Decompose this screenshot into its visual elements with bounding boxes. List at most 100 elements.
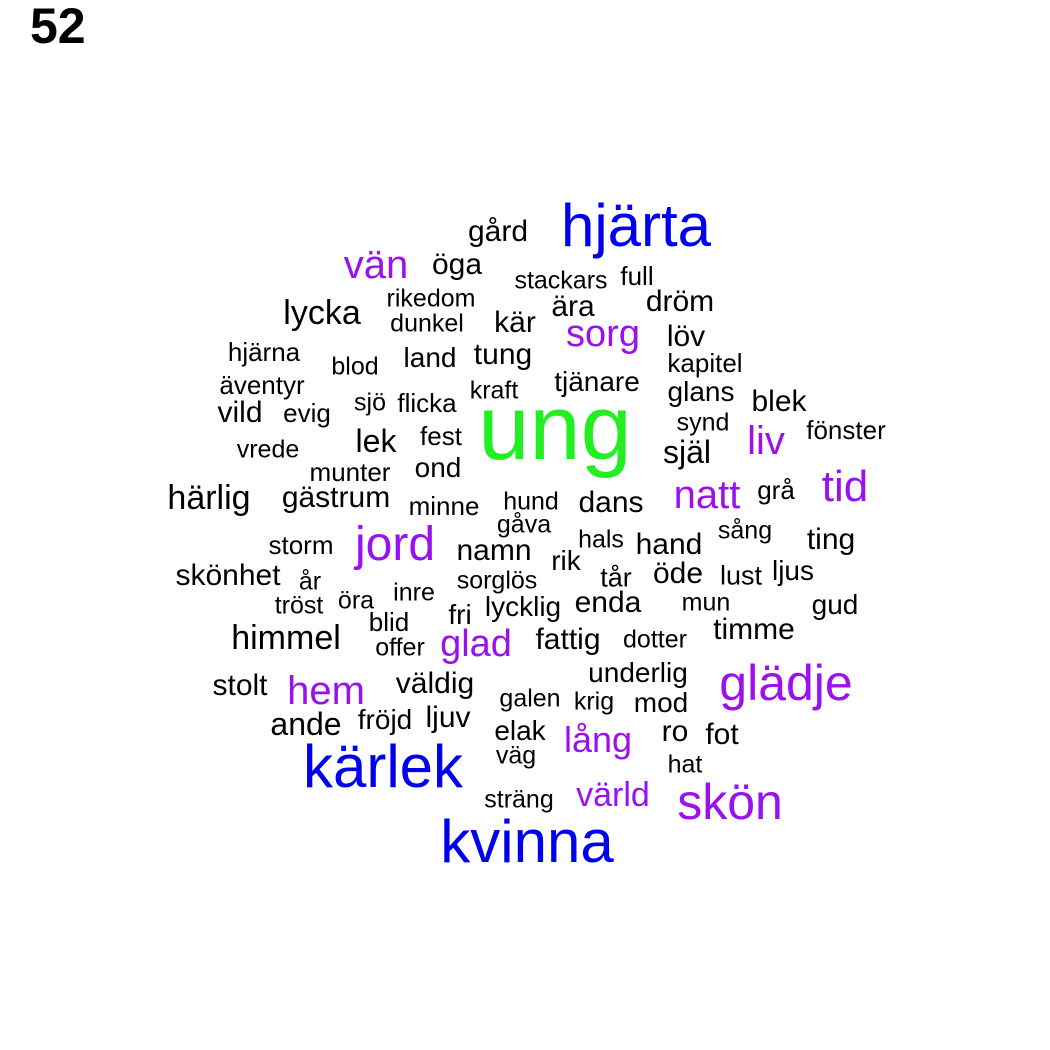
word-lek: lek [355,423,397,459]
word-fot: fot [705,718,739,751]
word-dans: dans [578,486,644,519]
word-strang: sträng [484,785,554,814]
word-gastrum: gästrum [281,481,391,514]
word-ora: öra [337,586,375,615]
page-number: 52 [30,0,86,54]
word-ar: år [298,567,322,596]
word-ljus: ljus [771,555,815,586]
word-tar: tår [600,562,632,593]
word-ara: ära [551,290,595,323]
word-stackars: stackars [514,266,608,295]
word-skonhet: skönhet [175,559,281,592]
word-sorglos: sorglös [456,566,538,595]
word-skon: skön [677,774,783,830]
word-lust: lust [719,560,763,591]
word-rikedom: rikedom [386,284,476,313]
word-krig: krig [573,687,615,716]
word-land: land [403,342,457,373]
word-mun: mun [681,588,731,617]
word-liv: liv [747,419,785,463]
word-lov: löv [666,320,706,353]
word-trost: tröst [274,591,324,620]
word-ande: ande [270,706,342,742]
word-fri: fri [448,599,472,630]
word-timme: timme [713,613,795,646]
word-dotter: dotter [623,625,687,654]
word-hals: hals [578,525,624,554]
word-munter: munter [309,457,391,487]
word-oga: öga [431,248,483,281]
word-lang: lång [563,719,633,760]
word-gud: gud [811,589,859,620]
word-lycka: lycka [283,294,361,332]
word-kraft: kraft [469,376,519,405]
word-dunkel: dunkel [390,309,464,338]
word-namn: namn [456,534,532,567]
word-rik: rik [551,545,581,576]
word-ond: ond [414,452,462,483]
word-gava: gåva [496,510,552,539]
word-varld: värld [576,776,650,814]
word-stolt: stolt [212,669,268,702]
word-evig: evig [283,398,331,428]
word-enda: enda [574,586,642,619]
word-tjanare: tjänare [554,366,640,397]
word-synd: synd [676,408,730,437]
word-karlek: kärlek [302,733,464,800]
word-gard: gård [467,215,529,248]
word-fattig: fattig [535,623,601,656]
word-gra: grå [757,475,795,505]
word-full: full [620,261,654,291]
word-gladje: glädje [719,655,853,711]
word-valdig: väldig [395,667,475,700]
word-hem: hem [287,669,365,713]
word-blek: blek [751,385,807,418]
word-himmel: himmel [231,619,341,657]
word-ro: ro [661,715,689,748]
word-hjarna: hjärna [227,337,301,367]
word-ung: ung [478,377,632,479]
word-minne: minne [408,491,480,521]
word-glad: glad [440,623,512,665]
word-sorg: sorg [566,313,640,355]
word-ode: öde [652,557,704,590]
word-underlig: underlig [588,657,688,688]
word-hjarta: hjärta [560,192,712,259]
word-van: vän [343,243,409,287]
word-frojd: fröjd [357,704,413,735]
word-mod: mod [633,687,689,718]
word-sjal: själ [662,434,712,470]
word-harlig: härlig [167,479,251,517]
word-natt: natt [673,473,741,517]
word-ljuv: ljuv [425,701,471,734]
word-hat: hat [667,750,703,779]
word-lycklig: lycklig [484,591,562,622]
word-drom: dröm [645,285,715,318]
word-inre: inre [393,578,435,607]
word-vag: väg [495,741,537,770]
word-hund: hund [503,487,559,516]
word-kar: kär [494,306,536,339]
word-vrede: vrede [236,435,300,464]
word-aventyr: äventyr [219,370,305,400]
word-sjo: sjö [354,388,386,417]
word-ting: ting [806,523,856,556]
word-kapitel: kapitel [667,348,743,378]
word-tid: tid [821,462,869,511]
word-offer: offer [375,633,425,662]
word-blid: blid [368,607,410,637]
word-kvinna: kvinna [440,808,614,875]
word-jord: jord [354,518,436,571]
word-glans: glans [667,376,735,407]
word-galen: galen [499,684,561,713]
word-flicka: flicka [397,388,457,418]
word-vild: vild [217,396,263,429]
word-blod: blod [331,352,379,381]
word-tung: tung [473,338,533,371]
word-sang: sång [717,516,773,545]
word-fest: fest [420,421,462,451]
word-elak: elak [494,715,546,746]
word-fonster: fönster [806,415,886,445]
word-storm: storm [268,530,334,560]
